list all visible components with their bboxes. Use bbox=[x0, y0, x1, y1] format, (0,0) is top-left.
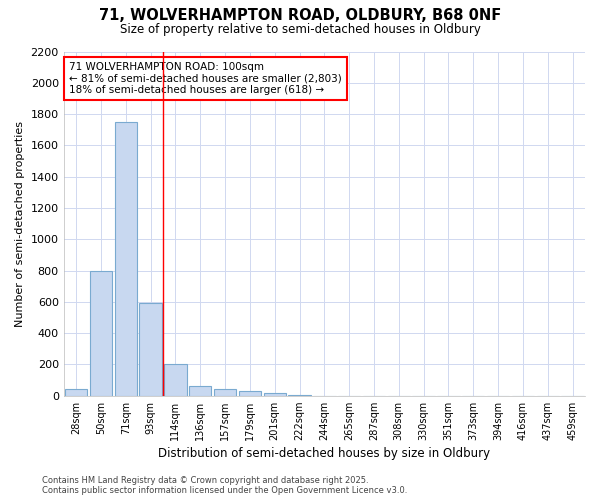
Bar bbox=[289, 395, 311, 396]
Bar bbox=[90, 270, 112, 396]
Y-axis label: Number of semi-detached properties: Number of semi-detached properties bbox=[15, 120, 25, 326]
Text: Contains HM Land Registry data © Crown copyright and database right 2025.
Contai: Contains HM Land Registry data © Crown c… bbox=[42, 476, 407, 495]
Bar bbox=[189, 386, 211, 396]
Bar bbox=[65, 390, 87, 396]
Bar bbox=[263, 392, 286, 396]
X-axis label: Distribution of semi-detached houses by size in Oldbury: Distribution of semi-detached houses by … bbox=[158, 447, 490, 460]
Text: 71, WOLVERHAMPTON ROAD, OLDBURY, B68 0NF: 71, WOLVERHAMPTON ROAD, OLDBURY, B68 0NF bbox=[99, 8, 501, 22]
Bar bbox=[214, 388, 236, 396]
Text: 71 WOLVERHAMPTON ROAD: 100sqm
← 81% of semi-detached houses are smaller (2,803)
: 71 WOLVERHAMPTON ROAD: 100sqm ← 81% of s… bbox=[69, 62, 341, 95]
Text: Size of property relative to semi-detached houses in Oldbury: Size of property relative to semi-detach… bbox=[119, 22, 481, 36]
Bar bbox=[164, 364, 187, 396]
Bar bbox=[115, 122, 137, 396]
Bar bbox=[139, 304, 162, 396]
Bar bbox=[239, 391, 261, 396]
